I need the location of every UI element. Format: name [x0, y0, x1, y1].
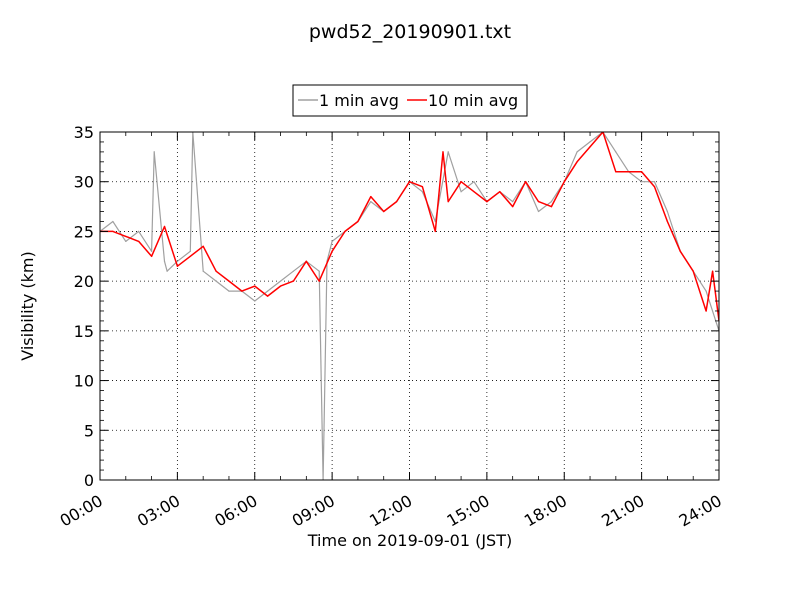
- y-tick-label: 35: [74, 123, 94, 142]
- data-point-10min: [447, 201, 449, 203]
- data-point-10min: [442, 151, 444, 153]
- legend: 1 min avg 10 min avg: [292, 84, 528, 117]
- data-point-1min: [550, 201, 553, 203]
- data-point-10min: [486, 201, 488, 203]
- y-axis-label: Visibility (km): [18, 251, 37, 360]
- data-point-10min: [499, 191, 501, 193]
- data-point-10min: [712, 270, 714, 272]
- data-point-1min: [615, 151, 617, 153]
- data-point-10min: [421, 186, 423, 188]
- data-point-10min: [563, 181, 565, 183]
- data-point-10min: [151, 255, 153, 257]
- data-point-1min: [589, 141, 591, 143]
- data-point-10min: [318, 280, 320, 282]
- data-point-10min: [550, 206, 553, 208]
- legend-label-1min: 1 min avg: [319, 91, 399, 110]
- data-point-1min: [370, 201, 372, 203]
- data-point-10min: [692, 270, 694, 272]
- data-point-1min: [705, 290, 707, 292]
- data-point-10min: [112, 230, 114, 232]
- data-point-10min: [705, 310, 707, 312]
- data-point-10min: [215, 270, 217, 272]
- data-point-1min: [666, 210, 669, 213]
- data-point-1min: [163, 260, 166, 262]
- y-tick-label: 0: [84, 471, 94, 490]
- data-point-10min: [370, 196, 372, 198]
- data-point-10min: [279, 285, 282, 287]
- data-point-10min: [666, 220, 669, 223]
- data-point-10min: [408, 181, 411, 183]
- data-point-1min: [576, 151, 578, 153]
- data-point-10min: [473, 191, 475, 193]
- series-layer: [100, 132, 719, 480]
- data-point-10min: [512, 206, 514, 208]
- legend-label-10min: 10 min avg: [428, 91, 518, 110]
- data-point-1min: [215, 280, 217, 282]
- y-tick-label: 15: [74, 322, 94, 341]
- data-point-10min: [383, 210, 385, 213]
- data-point-10min: [189, 255, 191, 257]
- data-point-1min: [460, 191, 462, 193]
- data-point-1min: [473, 181, 475, 183]
- data-point-10min: [267, 295, 269, 297]
- data-point-1min: [267, 290, 269, 292]
- y-tick-label: 20: [74, 272, 94, 291]
- data-point-10min: [138, 240, 140, 242]
- chart-title: pwd52_20190901.txt: [309, 21, 511, 43]
- data-point-10min: [679, 250, 681, 252]
- data-point-10min: [396, 201, 398, 203]
- data-point-10min: [357, 220, 359, 223]
- data-point-10min: [460, 181, 462, 183]
- data-point-10min: [653, 186, 656, 188]
- data-point-1min: [189, 250, 191, 252]
- y-tick-label: 10: [74, 372, 94, 391]
- data-point-1min: [292, 270, 294, 272]
- data-point-1min: [254, 300, 256, 302]
- data-point-1min: [421, 191, 423, 193]
- y-tick-label: 30: [74, 173, 94, 192]
- data-point-1min: [125, 240, 127, 242]
- y-axis: 0 5 10 15 20 25 30 35: [74, 123, 719, 490]
- data-point-1min: [447, 151, 449, 153]
- data-point-10min: [254, 285, 256, 287]
- data-point-10min: [202, 245, 204, 247]
- data-point-1min: [318, 270, 320, 272]
- data-point-1min: [151, 250, 153, 252]
- data-point-1min: [166, 270, 168, 272]
- data-point-10min: [305, 260, 307, 262]
- data-point-10min: [241, 290, 243, 292]
- data-point-1min: [331, 240, 333, 242]
- y-tick-label: 25: [74, 222, 94, 241]
- data-point-10min: [525, 181, 527, 183]
- data-point-10min: [434, 230, 436, 232]
- y-tick-label: 5: [84, 421, 94, 440]
- data-point-1min: [512, 201, 514, 203]
- data-point-10min: [641, 171, 643, 173]
- data-point-1min: [279, 280, 282, 282]
- series-line-1min: [100, 132, 719, 480]
- data-point-1min: [138, 230, 140, 232]
- data-point-1min: [641, 181, 643, 183]
- data-point-1min: [112, 220, 114, 223]
- data-point-10min: [628, 171, 630, 173]
- data-point-10min: [163, 225, 166, 228]
- data-point-10min: [344, 230, 346, 232]
- data-point-10min: [331, 250, 333, 252]
- data-point-10min: [537, 201, 540, 203]
- data-point-1min: [228, 290, 230, 292]
- data-point-10min: [615, 171, 617, 173]
- data-point-10min: [576, 161, 578, 163]
- data-point-10min: [228, 280, 230, 282]
- data-point-10min: [292, 280, 294, 282]
- data-point-10min: [589, 146, 591, 148]
- data-point-1min: [537, 210, 540, 213]
- data-point-1min: [202, 270, 204, 272]
- data-point-1min: [176, 260, 178, 262]
- x-axis-label: Time on 2019-09-01 (JST): [307, 531, 512, 550]
- data-point-1min: [153, 151, 155, 153]
- data-point-10min: [125, 235, 127, 237]
- data-point-10min: [176, 265, 178, 267]
- data-point-1min: [653, 181, 656, 183]
